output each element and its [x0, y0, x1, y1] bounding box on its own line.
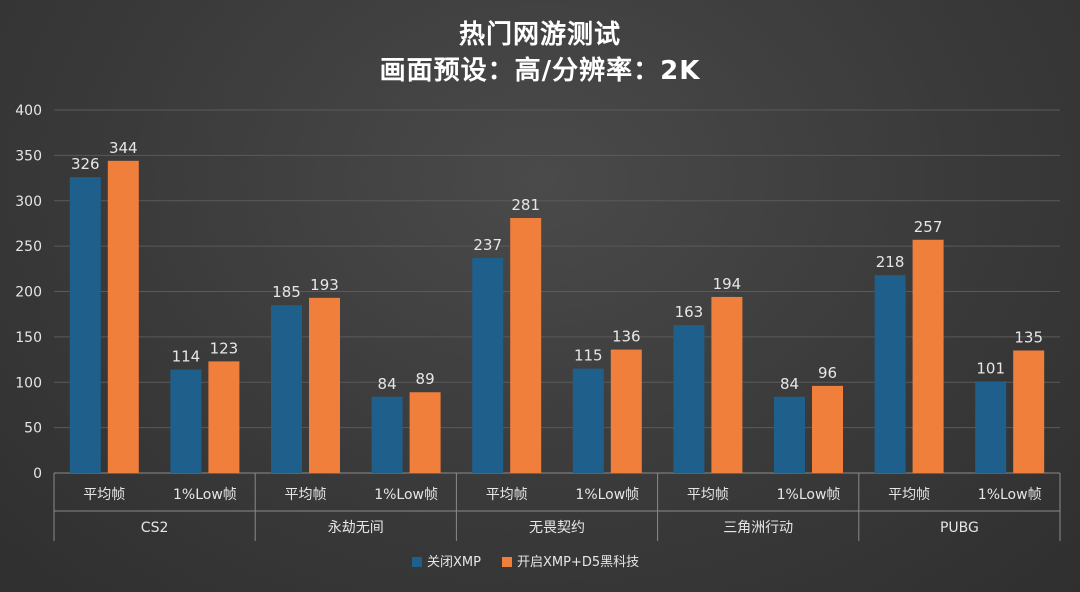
- x-group-label-2: 无畏契约: [529, 520, 585, 536]
- data-label-xmp-off-2: 185: [272, 283, 301, 301]
- bar-xmp-on-0: [107, 160, 139, 473]
- y-tick-label-100: 100: [15, 375, 42, 391]
- bar-xmp-off-4: [472, 257, 504, 473]
- x-tick-label-9: 1%Low帧: [978, 487, 1042, 503]
- x-group-label-1: 永劫无间: [328, 520, 384, 536]
- data-label-xmp-on-7: 96: [818, 364, 837, 382]
- bar-xmp-off-5: [572, 368, 604, 473]
- data-label-xmp-off-9: 101: [976, 359, 1005, 377]
- bar-xmp-on-2: [309, 297, 340, 473]
- chart-title-line2: 画面预设：高/分辨率：2K: [379, 56, 701, 86]
- x-tick-label-7: 1%Low帧: [777, 487, 841, 503]
- bar-xmp-on-6: [711, 296, 743, 473]
- x-tick-label-4: 平均帧: [486, 487, 528, 503]
- bar-xmp-off-8: [874, 275, 906, 473]
- data-label-xmp-on-3: 89: [416, 370, 435, 388]
- bar-xmp-off-3: [371, 396, 403, 473]
- bar-xmp-on-5: [610, 349, 642, 473]
- y-tick-label-0: 0: [33, 466, 42, 482]
- y-tick-label-50: 50: [24, 421, 42, 437]
- data-label-xmp-on-9: 135: [1014, 328, 1043, 346]
- data-label-xmp-on-6: 194: [713, 275, 742, 293]
- data-label-xmp-on-0: 344: [109, 139, 138, 157]
- legend-swatch-xmp-on: [502, 557, 512, 567]
- bar-xmp-on-7: [812, 385, 843, 473]
- x-tick-label-1: 1%Low帧: [173, 487, 237, 503]
- data-label-xmp-on-4: 281: [511, 196, 540, 214]
- data-label-xmp-off-3: 84: [378, 375, 397, 393]
- x-tick-label-3: 1%Low帧: [374, 487, 438, 503]
- y-tick-label-200: 200: [15, 285, 42, 301]
- data-label-xmp-off-1: 114: [172, 348, 201, 366]
- y-tick-label-400: 400: [15, 103, 42, 119]
- x-group-label-0: CS2: [141, 520, 169, 536]
- bar-xmp-off-1: [170, 369, 202, 473]
- data-label-xmp-off-7: 84: [780, 375, 799, 393]
- x-tick-label-0: 平均帧: [83, 487, 125, 503]
- y-tick-label-150: 150: [15, 330, 42, 346]
- bar-xmp-off-2: [271, 305, 302, 473]
- bar-xmp-on-3: [409, 392, 441, 473]
- bar-xmp-on-9: [1013, 350, 1045, 473]
- data-label-xmp-on-5: 136: [612, 328, 641, 346]
- x-tick-label-8: 平均帧: [888, 487, 930, 503]
- data-label-xmp-off-4: 237: [473, 236, 502, 254]
- bar-xmp-off-9: [975, 381, 1007, 473]
- x-tick-label-2: 平均帧: [285, 487, 327, 503]
- data-label-xmp-off-6: 163: [675, 303, 704, 321]
- x-group-label-4: PUBG: [940, 520, 979, 536]
- data-label-xmp-off-0: 326: [71, 155, 100, 173]
- bar-xmp-off-7: [774, 396, 805, 473]
- data-label-xmp-off-8: 218: [876, 253, 905, 271]
- x-tick-label-5: 1%Low帧: [575, 487, 639, 503]
- data-label-xmp-on-8: 257: [914, 218, 943, 236]
- data-label-xmp-on-2: 193: [310, 276, 339, 294]
- bar-xmp-on-4: [510, 217, 542, 473]
- y-tick-label-300: 300: [15, 194, 42, 210]
- legend-label-xmp-on: 开启XMP+D5黑科技: [517, 555, 639, 570]
- bar-xmp-off-6: [673, 325, 705, 473]
- legend-swatch-xmp-off: [412, 557, 422, 567]
- chart-title-line1: 热门网游测试: [458, 20, 621, 50]
- y-tick-label-250: 250: [15, 239, 42, 255]
- bar-xmp-on-8: [912, 239, 944, 473]
- bar-xmp-off-0: [69, 177, 101, 473]
- y-tick-label-350: 350: [15, 148, 42, 164]
- data-label-xmp-off-5: 115: [574, 347, 603, 365]
- legend-label-xmp-off: 关闭XMP: [427, 555, 481, 570]
- bar-xmp-on-1: [208, 361, 240, 473]
- x-tick-label-6: 平均帧: [687, 487, 729, 503]
- data-label-xmp-on-1: 123: [210, 339, 239, 357]
- x-group-label-3: 三角洲行动: [723, 520, 793, 536]
